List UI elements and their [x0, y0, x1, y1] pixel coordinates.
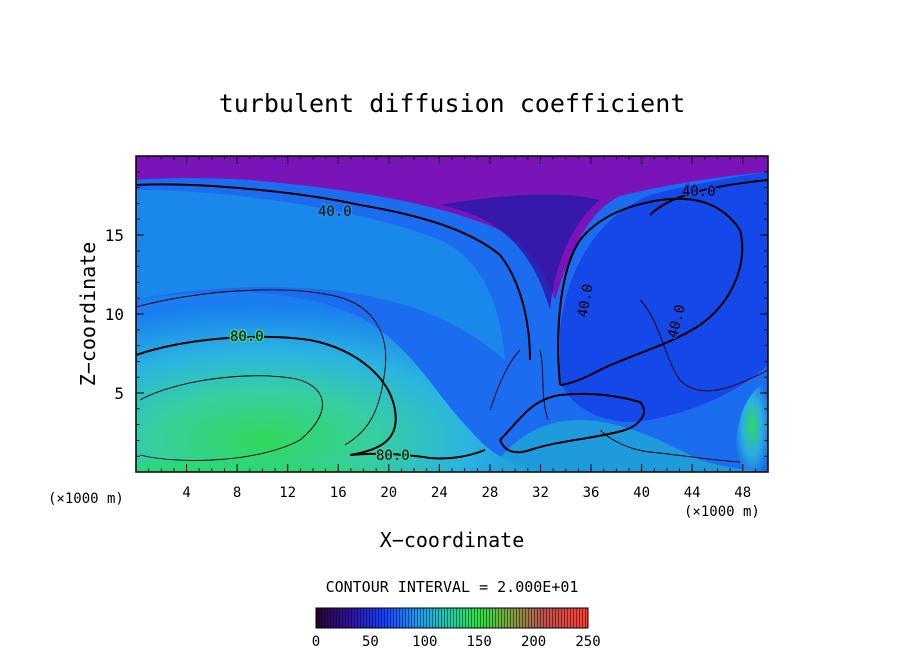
contour-80: [136, 335, 397, 456]
x-unit-left: (×1000 m): [48, 491, 124, 507]
contour-40-right-lobe: [557, 197, 744, 386]
field-right-lobe: [560, 172, 768, 422]
colorbar-tick-label: 100: [412, 634, 437, 650]
contour-thin-core: [139, 375, 323, 461]
field-bottom-edge: [136, 461, 470, 472]
contour-label: 80.0: [376, 448, 410, 464]
colorbar-tick-label: 50: [362, 634, 379, 650]
colorbar: [315, 607, 589, 629]
x-tick-label: 32: [532, 485, 549, 501]
x-tick-label: 36: [583, 485, 600, 501]
x-tick-label: 8: [233, 485, 241, 501]
y-axis-ticks: 5 10 15: [105, 171, 768, 457]
contour-80-bottom: [349, 449, 486, 460]
contour-lower-chain: [499, 392, 645, 454]
contour-thin-left: [136, 289, 387, 446]
x-unit-right: (×1000 m): [684, 504, 760, 520]
colorbar-tick-label: 150: [467, 634, 492, 650]
colorbar-tick-label: 0: [312, 634, 320, 650]
x-axis-label: X−coordinate: [380, 528, 525, 552]
field-right-cell: [736, 380, 768, 472]
contour-lines: [136, 179, 768, 463]
y-tick-label: 5: [114, 384, 124, 403]
colorbar-ticks: 0 50 100 150 200 250: [312, 634, 601, 650]
contour-label: 40.0: [575, 283, 597, 319]
contour-interval: CONTOUR INTERVAL = 2.000E+01: [326, 578, 579, 596]
field-top-purple: [136, 156, 768, 300]
contour-lower-fine: [489, 349, 741, 463]
x-tick-label: 44: [684, 485, 701, 501]
chart-title: turbulent diffusion coefficient: [219, 89, 686, 118]
x-tick-label: 48: [734, 485, 751, 501]
y-axis-label: Z−coordinate: [76, 242, 100, 387]
colorbar-stripes: [316, 608, 588, 628]
contour-label: 80.0: [230, 329, 264, 345]
y-tick-label: 10: [105, 305, 124, 324]
x-tick-label: 4: [182, 485, 190, 501]
x-tick-label: 28: [481, 485, 498, 501]
plot-area: 40.0 40.0 40.0 40.0 80.0 80.0: [136, 156, 768, 472]
y-tick-label: 15: [105, 226, 124, 245]
colorbar-frame: [315, 607, 589, 629]
x-axis-ticks: 4 8 12 16 20 24 28 32 36 40 44 48: [148, 156, 756, 501]
x-tick-label: 20: [380, 485, 397, 501]
x-tick-label: 40: [633, 485, 650, 501]
contour-thin-right: [639, 299, 768, 392]
contour-40-right-top: [649, 179, 768, 216]
contour-40-upper-left: [136, 183, 531, 361]
field-upper-left: [136, 190, 505, 360]
contour-label: 40.0: [318, 204, 352, 220]
contour-label: 40.0: [682, 184, 716, 200]
x-tick-label: 24: [431, 485, 448, 501]
field-dark-plume: [440, 194, 600, 310]
field-bottom-mix: [490, 420, 768, 472]
x-tick-label: 16: [330, 485, 347, 501]
colorbar-tick-label: 200: [521, 634, 546, 650]
x-tick-label: 12: [279, 485, 296, 501]
colorbar-tick-label: 250: [575, 634, 600, 650]
